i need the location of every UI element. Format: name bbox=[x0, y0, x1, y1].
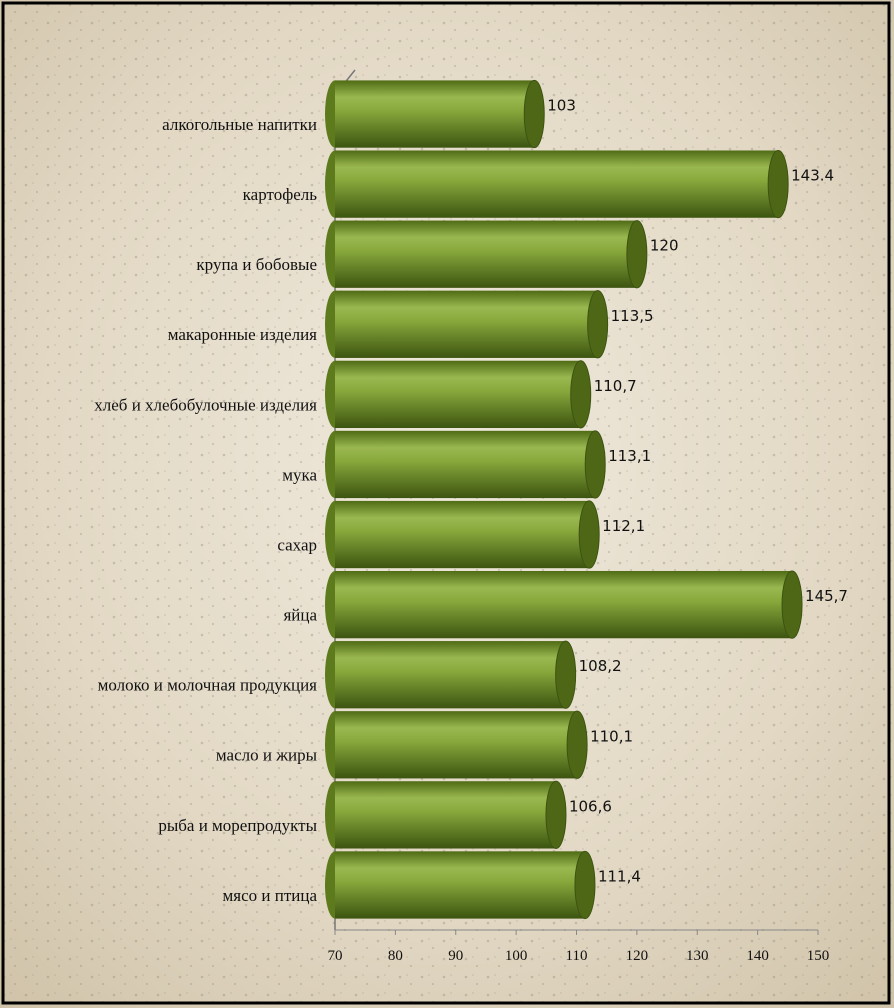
bar-cap bbox=[578, 500, 600, 569]
bar-cap bbox=[566, 710, 588, 779]
value-label: 108,2 bbox=[579, 657, 622, 675]
x-tick-label: 120 bbox=[626, 948, 649, 964]
bar bbox=[335, 80, 535, 148]
x-tick-label: 140 bbox=[746, 948, 769, 964]
y-tick-label: макаронные изделия bbox=[168, 325, 317, 344]
bar bbox=[335, 150, 779, 218]
value-label: 113,5 bbox=[611, 307, 654, 325]
bar bbox=[335, 711, 578, 779]
bar-cap bbox=[767, 149, 789, 219]
bar-cap bbox=[587, 290, 609, 359]
bar-cap bbox=[626, 220, 648, 289]
y-tick-label: картофель bbox=[243, 185, 318, 204]
bar bbox=[335, 290, 598, 358]
bar bbox=[335, 220, 637, 288]
value-label: 103 bbox=[547, 97, 576, 115]
bar-cap bbox=[574, 850, 596, 920]
y-tick-label: хлеб и хлебобулочные изделия bbox=[94, 395, 317, 414]
y-tick-label: алкогольные напитки bbox=[162, 115, 317, 134]
bar bbox=[335, 641, 566, 709]
y-tick-label: мука bbox=[282, 465, 317, 484]
bar bbox=[335, 570, 793, 639]
bar bbox=[335, 500, 590, 569]
bar-cap bbox=[570, 360, 592, 429]
y-tick-label: мясо и птица bbox=[223, 886, 318, 905]
x-tick-label: 150 bbox=[807, 948, 830, 964]
value-label: 111,4 bbox=[598, 867, 641, 885]
bar bbox=[335, 851, 585, 919]
bar-cap bbox=[523, 79, 545, 149]
value-label: 113,1 bbox=[608, 447, 651, 465]
bar bbox=[335, 360, 581, 429]
y-tick-label: яйца bbox=[283, 606, 317, 625]
x-tick-label: 130 bbox=[686, 948, 709, 964]
y-tick-label: сахар bbox=[277, 535, 317, 554]
x-tick-label: 80 bbox=[388, 948, 403, 964]
value-label: 110,7 bbox=[594, 377, 637, 395]
y-tick-label: масло и жиры bbox=[216, 746, 318, 765]
x-tick-label: 70 bbox=[328, 948, 343, 964]
x-tick-label: 100 bbox=[505, 948, 528, 964]
value-label: 120 bbox=[650, 237, 679, 255]
bar-cap bbox=[584, 430, 606, 499]
value-label: 112,1 bbox=[602, 517, 645, 535]
value-label: 106,6 bbox=[569, 797, 612, 815]
x-tick-label: 90 bbox=[448, 948, 463, 964]
value-label: 110,1 bbox=[590, 727, 633, 745]
bar bbox=[335, 781, 556, 849]
value-label: 145,7 bbox=[805, 587, 848, 605]
y-tick-label: рыба и морепродукты bbox=[158, 816, 317, 835]
x-tick-label: 110 bbox=[566, 948, 588, 964]
bar bbox=[335, 430, 596, 499]
bar-cap bbox=[545, 780, 567, 850]
value-label: 143.4 bbox=[791, 167, 834, 185]
y-tick-label: крупа и бобовые bbox=[196, 255, 317, 274]
y-tick-label: молоко и молочная продукция bbox=[98, 676, 318, 695]
bar-cap bbox=[555, 640, 577, 709]
bar-cap bbox=[781, 570, 803, 639]
